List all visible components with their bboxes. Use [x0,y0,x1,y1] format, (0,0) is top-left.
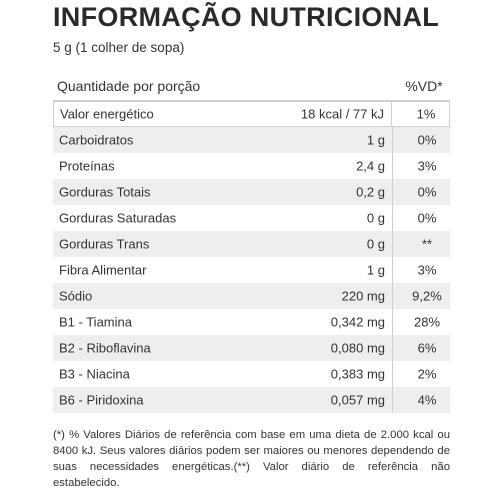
column-divider [392,309,393,335]
column-divider [392,231,393,257]
table-header: Quantidade por porção %VD* [53,72,450,101]
nutrient-amount: 0 g [366,210,385,226]
nutrient-vd: 0% [417,210,437,226]
vd-header: %VD* [405,78,443,94]
table-row: B1 - Tiamina 0,342 mg 28% [53,309,450,335]
column-divider [392,127,393,153]
nutrient-vd: 2% [417,366,437,382]
column-divider [392,387,393,413]
footnote: (*) % Valores Diários de referência com … [53,429,450,489]
column-divider [392,361,393,387]
column-divider [392,205,393,231]
nutrient-label: Sódio [59,288,93,304]
nutrient-label: Carboidratos [59,132,134,148]
nutrient-label: Gorduras Trans [59,236,150,252]
nutrient-amount: 0 g [366,236,385,252]
table-row: B3 - Niacina 0,383 mg 2% [53,361,450,387]
nutrient-vd: 3% [417,262,437,278]
nutrient-amount: 2,4 g [356,158,385,174]
quantity-header: Quantidade por porção [57,78,201,94]
nutrition-table: Quantidade por porção %VD* Valor energét… [53,72,450,413]
nutrient-label: Proteínas [59,158,115,174]
nutrient-label: B6 - Piridoxina [59,392,144,408]
table-row: B6 - Piridoxina 0,057 mg 4% [53,387,450,413]
nutrient-label: Gorduras Totais [59,184,151,200]
page-title: INFORMAÇÃO NUTRICIONAL [53,2,440,32]
nutrient-label: Valor energético [60,106,154,122]
nutrient-amount: 1 g [366,262,385,278]
column-divider [392,335,393,361]
table-row: Gorduras Saturadas 0 g 0% [53,205,450,231]
nutrient-amount: 0,080 mg [330,340,385,356]
nutrient-label: Gorduras Saturadas [59,210,177,226]
nutrient-amount: 1 g [366,132,385,148]
column-divider [392,179,393,205]
nutrient-amount: 0,383 mg [330,366,385,382]
table-row: Gorduras Trans 0 g ** [53,231,450,257]
nutrient-amount: 0,342 mg [330,314,385,330]
nutrient-label: B2 - Riboflavina [59,340,151,356]
nutrient-vd: 9,2% [412,288,442,304]
table-row: Fibra Alimentar 1 g 3% [53,257,450,283]
nutrient-label: Fibra Alimentar [59,262,147,278]
table-row: Proteínas 2,4 g 3% [53,153,450,179]
nutrient-vd: 3% [417,158,437,174]
nutrient-vd: 28% [413,314,441,330]
nutrient-label: B1 - Tiamina [59,314,132,330]
nutrient-vd: 1% [416,106,436,122]
nutrient-vd: ** [421,236,433,252]
nutrient-amount: 18 kcal / 77 kJ [300,106,384,122]
column-divider [391,102,392,126]
table-row: Sódio 220 mg 9,2% [53,283,450,309]
table-row: B2 - Riboflavina 0,080 mg 6% [53,335,450,361]
column-divider [392,283,393,309]
nutrient-vd: 0% [417,184,437,200]
table-row: Carboidratos 1 g 0% [53,127,450,153]
nutrient-vd: 0% [417,132,437,148]
table-row: Gorduras Totais 0,2 g 0% [53,179,450,205]
column-divider [392,257,393,283]
nutrient-amount: 220 mg [341,288,385,304]
nutrient-amount: 0,057 mg [330,392,385,408]
nutrient-amount: 0,2 g [356,184,385,200]
nutrient-vd: 4% [417,392,437,408]
nutrient-vd: 6% [417,340,437,356]
nutrient-label: B3 - Niacina [59,366,130,382]
serving-size: 5 g (1 colher de sopa) [53,40,185,55]
column-divider [392,153,393,179]
table-row: Valor energético 18 kcal / 77 kJ 1% [53,101,450,127]
